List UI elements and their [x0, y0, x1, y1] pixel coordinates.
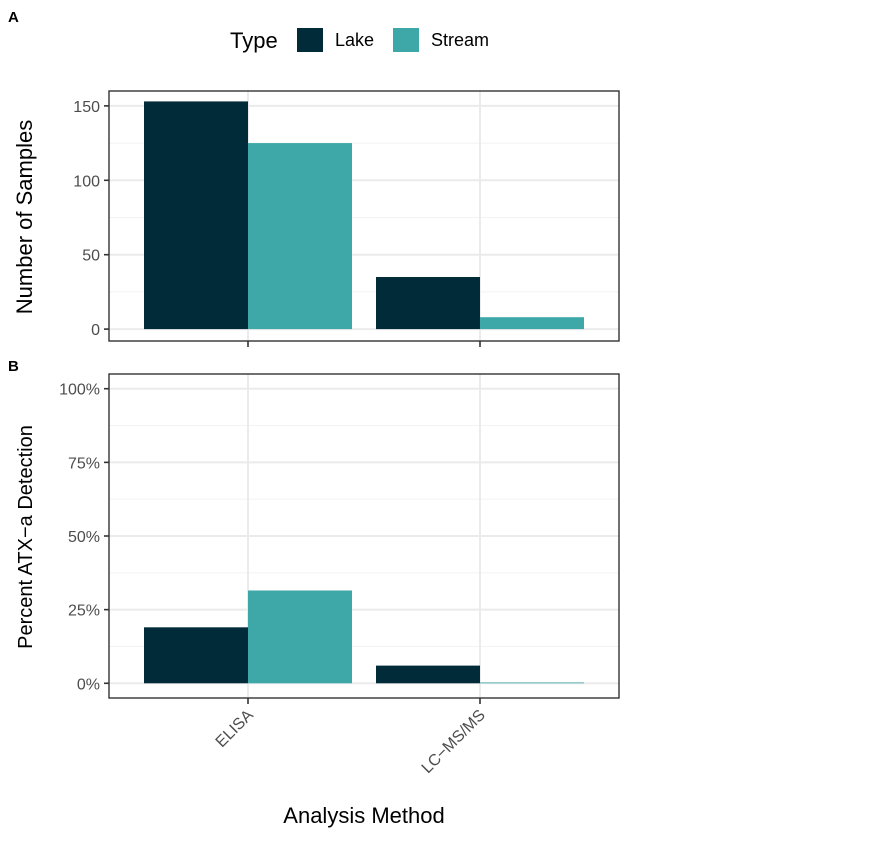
y-tick-label: 100 [73, 173, 100, 190]
y-tick-label: 0 [91, 322, 100, 339]
panel-a: 0 50 100 150 [73, 90, 620, 347]
y-tick-label: 50% [68, 529, 100, 546]
panel-b: 0% 25% 50% 75% 100% ELISA LC−MS/MS [59, 373, 620, 777]
legend: Type Lake Stream [230, 28, 489, 53]
legend-title: Type [230, 28, 278, 53]
legend-key-lake [297, 28, 323, 52]
bar-lake-lcmsms [376, 277, 480, 330]
panel-letter-b: B [8, 358, 19, 375]
x-axis-title: Analysis Method [283, 803, 444, 828]
bar-stream-lcmsms [480, 682, 584, 684]
bar-stream-lcmsms [480, 317, 584, 330]
x-tick-label: ELISA [213, 707, 257, 751]
y-tick-label: 150 [73, 99, 100, 116]
panel-letter-a: A [8, 9, 19, 26]
y-tick-label: 75% [68, 455, 100, 472]
y-tick-label: 50 [82, 248, 100, 265]
y-axis-title-b: Percent ATX−a Detection [15, 425, 37, 649]
bar-stream-elisa [248, 143, 352, 330]
legend-label-stream: Stream [431, 30, 489, 50]
legend-label-lake: Lake [335, 30, 374, 50]
bar-stream-elisa [248, 590, 352, 684]
bar-lake-elisa [144, 101, 248, 330]
y-axis-title-a: Number of Samples [12, 120, 37, 314]
bar-lake-elisa [144, 627, 248, 684]
y-tick-label: 25% [68, 603, 100, 620]
bar-lake-lcmsms [376, 665, 480, 684]
x-tick-label: LC−MS/MS [419, 707, 489, 777]
legend-key-stream [393, 28, 419, 52]
panel-border [108, 90, 620, 342]
y-tick-label: 100% [59, 382, 100, 399]
y-tick-label: 0% [77, 676, 100, 693]
